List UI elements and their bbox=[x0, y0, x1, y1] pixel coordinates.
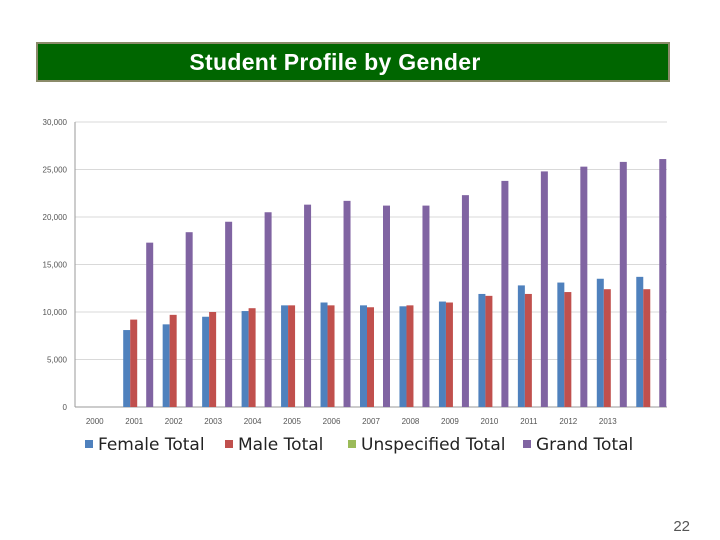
bar-male-total bbox=[643, 289, 651, 407]
bar-male-total bbox=[485, 295, 493, 407]
x-tick-label: 2010 bbox=[481, 417, 499, 426]
x-tick-label: 2005 bbox=[283, 417, 301, 426]
bar-male-total bbox=[327, 305, 335, 407]
bar-male-total bbox=[564, 292, 572, 407]
x-tick-label: 2011 bbox=[520, 417, 538, 426]
legend-swatch bbox=[348, 440, 356, 448]
bar-female-total bbox=[438, 301, 446, 407]
y-tick-label: 0 bbox=[63, 403, 68, 412]
x-tick-label: 2001 bbox=[125, 417, 143, 426]
x-tick-label: 2008 bbox=[402, 417, 420, 426]
legend-label: Female Total bbox=[98, 435, 205, 455]
bar-male-total bbox=[524, 293, 532, 407]
x-tick-label: 2003 bbox=[204, 417, 222, 426]
bar-female-total bbox=[636, 276, 644, 407]
bar-male-total bbox=[603, 289, 611, 407]
bar-female-total bbox=[123, 330, 131, 407]
bar-male-total bbox=[406, 305, 414, 407]
bar-male-total bbox=[367, 307, 374, 407]
bar-grand-total bbox=[343, 200, 351, 407]
bar-grand-total bbox=[146, 242, 154, 407]
bar-male-total bbox=[130, 319, 138, 407]
bar-grand-total bbox=[540, 171, 548, 407]
x-tick-label: 2007 bbox=[362, 417, 380, 426]
x-tick-label: 2002 bbox=[165, 417, 183, 426]
legend-label: Unspecified Total bbox=[361, 435, 505, 455]
x-tick-label: 2000 bbox=[86, 417, 104, 426]
y-tick-label: 30,000 bbox=[43, 118, 68, 127]
bar-female-total bbox=[596, 278, 604, 407]
bar-grand-total bbox=[225, 221, 233, 407]
x-tick-label: 2006 bbox=[323, 417, 341, 426]
bar-female-total bbox=[281, 305, 289, 407]
y-tick-label: 10,000 bbox=[43, 308, 68, 317]
bar-grand-total bbox=[501, 180, 509, 407]
legend-label: Male Total bbox=[238, 435, 323, 455]
bar-grand-total bbox=[185, 232, 193, 407]
y-tick-label: 5,000 bbox=[47, 356, 68, 365]
bar-female-total bbox=[360, 305, 367, 407]
y-tick-label: 20,000 bbox=[43, 213, 68, 222]
bar-female-total bbox=[399, 306, 407, 407]
slide-title: Student Profile by Gender bbox=[189, 48, 481, 75]
x-tick-label: 2013 bbox=[599, 417, 617, 426]
x-tick-label: 2012 bbox=[559, 417, 577, 426]
bar-female-total bbox=[478, 293, 486, 407]
bar-grand-total bbox=[659, 159, 667, 407]
x-tick-label: 2004 bbox=[244, 417, 262, 426]
legend-swatch bbox=[225, 440, 233, 448]
legend-label: Grand Total bbox=[536, 435, 633, 455]
bar-female-total bbox=[557, 282, 565, 407]
y-tick-label: 25,000 bbox=[43, 166, 68, 175]
bar-grand-total bbox=[580, 166, 588, 407]
bar-grand-total bbox=[304, 204, 312, 407]
bar-grand-total bbox=[422, 205, 430, 407]
bar-female-total bbox=[162, 324, 170, 407]
bar-female-total bbox=[517, 285, 525, 407]
bar-grand-total bbox=[264, 212, 272, 407]
bar-male-total bbox=[445, 302, 453, 407]
bar-male-total bbox=[248, 308, 256, 407]
page-number: 22 bbox=[673, 518, 690, 535]
y-tick-label: 15,000 bbox=[43, 261, 68, 270]
bar-male-total bbox=[288, 305, 296, 407]
bar-male-total bbox=[169, 314, 177, 407]
bar-male-total bbox=[209, 312, 217, 407]
slide-title-banner: Student Profile by Gender bbox=[36, 42, 670, 82]
x-tick-label: 2009 bbox=[441, 417, 459, 426]
legend-swatch bbox=[523, 440, 531, 448]
bar-grand-total bbox=[619, 161, 627, 407]
bar-female-total bbox=[241, 311, 249, 407]
bar-female-total bbox=[320, 302, 328, 407]
bar-grand-total bbox=[383, 205, 390, 407]
legend-swatch bbox=[85, 440, 93, 448]
bar-grand-total bbox=[461, 195, 469, 407]
bar-female-total bbox=[202, 316, 210, 407]
